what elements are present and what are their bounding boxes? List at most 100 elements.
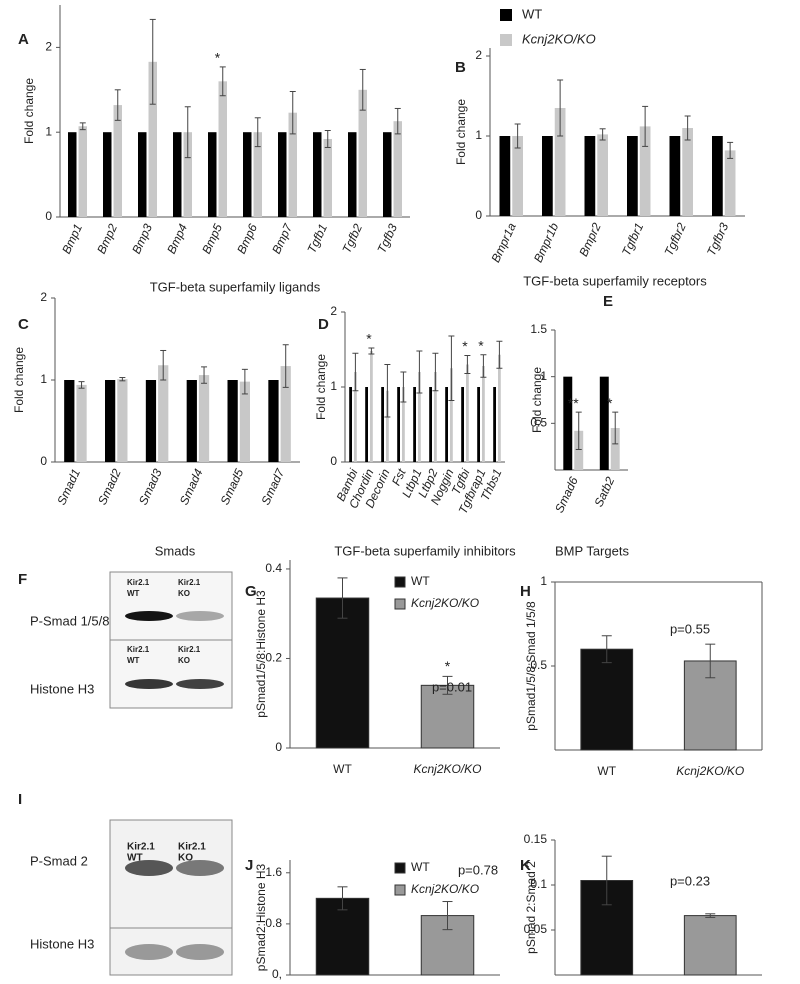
bar	[466, 364, 469, 462]
bar	[354, 372, 357, 462]
bar	[386, 390, 389, 462]
bar	[315, 597, 370, 749]
bar	[712, 136, 723, 216]
blot-band	[176, 944, 224, 960]
bar	[397, 387, 400, 462]
y-axis-label: pSmad2:Histone H3	[254, 863, 268, 971]
x-tick-label: Tgfbr2	[661, 220, 688, 258]
x-tick-label: Tgfb3	[374, 221, 400, 255]
bar	[682, 128, 693, 216]
significance: **	[568, 395, 579, 411]
x-tick-label: Bmp4	[164, 221, 190, 256]
lane-label: WT	[127, 853, 143, 864]
lane-label: Kir2.1	[178, 645, 201, 654]
bar	[402, 387, 405, 462]
bar	[498, 354, 501, 462]
error-bar	[448, 335, 455, 401]
bar	[198, 375, 210, 462]
lane-label: Kir2.1	[178, 842, 206, 853]
bar	[597, 134, 608, 216]
blot-row-label: Histone H3	[30, 681, 94, 696]
blot-band	[125, 679, 173, 689]
bar	[724, 150, 736, 216]
blot-frame	[109, 819, 233, 976]
y-tick-label: 0	[275, 740, 282, 754]
error-bar	[119, 377, 126, 382]
y-tick-label: 2	[40, 290, 47, 304]
p-value: p=0.01	[432, 679, 472, 694]
y-tick-label: 0,	[272, 967, 282, 981]
y-tick-label: 0.15	[524, 832, 548, 846]
y-tick-label: 0.5	[530, 416, 547, 430]
x-tick-label: Bmp3	[129, 221, 155, 256]
panel-letter: D	[318, 316, 329, 333]
y-tick-label: 0.4	[265, 561, 282, 575]
y-tick-label: 0	[330, 454, 337, 468]
x-tick-label: Kcnj2KO/KO	[413, 762, 481, 776]
y-tick-label: 1.5	[530, 322, 547, 336]
error-bar	[727, 141, 734, 159]
bar	[145, 380, 157, 462]
error-bar	[601, 855, 612, 906]
blot-band	[176, 611, 224, 621]
y-tick-label: 1	[45, 124, 52, 138]
y-tick-label: 0.05	[524, 922, 548, 936]
blot-band	[125, 611, 173, 621]
error-bar	[612, 411, 619, 445]
y-axis-label: pSmad1/5/8:Histone H3	[254, 590, 268, 718]
bar	[383, 132, 392, 217]
legend-swatch	[500, 34, 512, 46]
y-tick-label: 1	[540, 574, 547, 588]
error-bar	[184, 106, 191, 159]
legend-label: Kcnj2KO/KO	[411, 596, 479, 610]
lane-label: Kir2.1	[127, 645, 150, 654]
bar	[418, 372, 421, 462]
legend-label: Kcnj2KO/KO	[522, 31, 596, 46]
bar	[599, 376, 609, 470]
bar	[381, 387, 384, 462]
bar	[288, 112, 297, 217]
bar	[610, 428, 620, 470]
error-bar	[480, 354, 487, 378]
lane-label: KO	[178, 853, 193, 864]
x-tick-label: Tgfbr1	[619, 221, 646, 258]
y-axis-label: pSmad1/5/8:Smad 1/5/8	[524, 601, 538, 731]
legend-label: Kcnj2KO/KO	[411, 882, 479, 896]
x-axis-label: BMP Targets	[555, 543, 629, 558]
y-tick-label: 1	[540, 369, 547, 383]
legend-swatch	[394, 862, 406, 874]
bar	[64, 380, 75, 462]
x-tick-label: Smad6	[552, 474, 581, 515]
bar	[138, 132, 147, 217]
significance: *	[366, 331, 372, 347]
bar	[280, 366, 291, 462]
p-value: p=0.78	[458, 862, 498, 877]
error-bar	[705, 913, 716, 918]
bar	[429, 387, 432, 462]
error-bar	[368, 347, 375, 355]
y-axis-label: Fold change	[530, 367, 544, 433]
error-bar	[394, 107, 401, 135]
y-tick-label: 2	[475, 48, 482, 62]
y-tick-label: 2	[330, 304, 337, 318]
error-bar	[496, 340, 503, 369]
y-tick-label: 0.1	[530, 877, 547, 891]
bar	[584, 136, 596, 216]
legend-label: WT	[522, 6, 542, 21]
bar	[450, 368, 453, 462]
bar	[323, 138, 332, 217]
bar	[627, 136, 638, 216]
bar	[554, 108, 566, 216]
error-bar	[79, 122, 86, 131]
bar	[243, 132, 252, 217]
error-bar	[219, 66, 226, 97]
significance: *	[215, 50, 221, 66]
error-bar	[289, 90, 296, 135]
significance: *	[462, 338, 468, 354]
bar	[113, 105, 122, 217]
error-bar	[337, 577, 348, 619]
x-tick-label: Bmp5	[199, 221, 225, 256]
significance: *	[607, 395, 613, 411]
x-tick-label: Tgfbr3	[704, 220, 731, 258]
x-tick-label: Smad2	[95, 466, 124, 507]
